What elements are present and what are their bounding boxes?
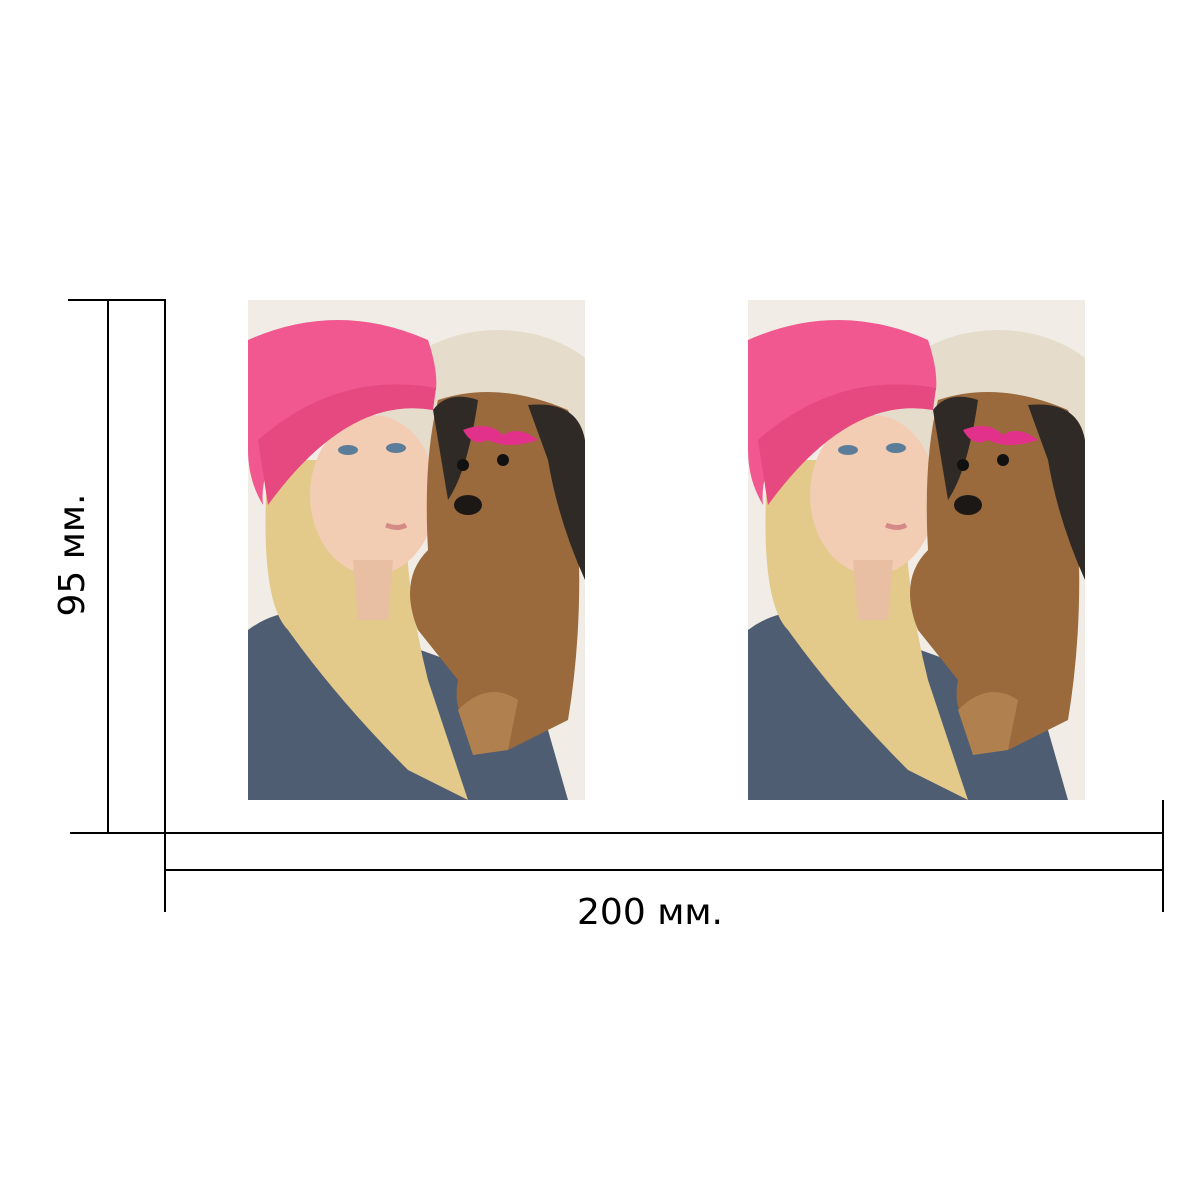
width-label: 200 мм. bbox=[577, 892, 723, 933]
product-photo bbox=[748, 300, 1118, 800]
height-label: 95 мм. bbox=[52, 493, 93, 616]
product-photo bbox=[248, 300, 618, 800]
